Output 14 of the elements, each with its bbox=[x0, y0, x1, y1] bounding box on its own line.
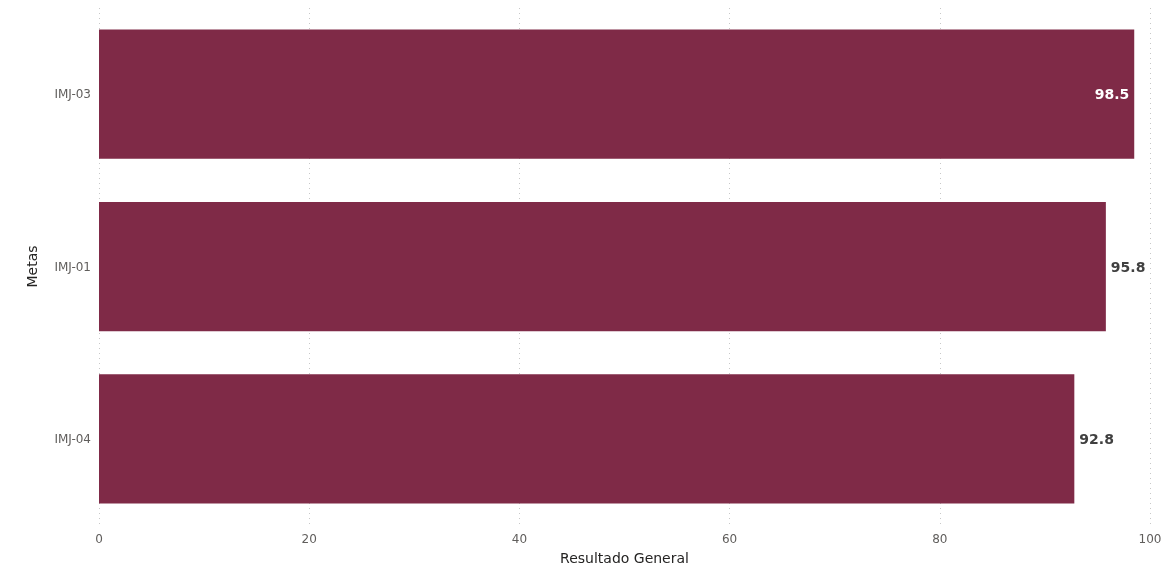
x-tick-label: 0 bbox=[95, 532, 103, 546]
y-tick-label: IMJ-03 bbox=[54, 87, 91, 102]
x-tick-label: 60 bbox=[721, 532, 738, 546]
data-label: 92.8 bbox=[1079, 430, 1114, 447]
y-tick-label: IMJ-01 bbox=[54, 259, 91, 274]
data-label: 95.8 bbox=[1110, 258, 1146, 275]
x-tick-label: 100 bbox=[1138, 532, 1162, 546]
y-tick-label: IMJ-04 bbox=[54, 431, 91, 446]
y-axis-title: Metas bbox=[24, 245, 40, 288]
x-tick-label: 40 bbox=[511, 532, 528, 546]
x-axis-title: Resultado General bbox=[560, 550, 689, 566]
x-tick-label: 80 bbox=[932, 532, 948, 546]
x-tick-label: 20 bbox=[301, 532, 317, 546]
data-label: 98.5 bbox=[1094, 86, 1130, 103]
